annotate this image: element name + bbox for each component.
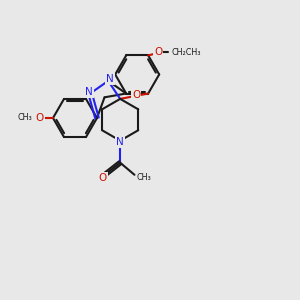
Text: O: O	[36, 113, 44, 123]
Text: CH₃: CH₃	[136, 173, 151, 182]
Text: N: N	[85, 86, 93, 97]
Text: N: N	[106, 74, 114, 84]
Text: N: N	[116, 137, 124, 147]
Text: CH₂CH₃: CH₂CH₃	[171, 48, 201, 57]
Text: CH₃: CH₃	[17, 113, 32, 122]
Text: O: O	[132, 90, 140, 100]
Text: O: O	[154, 47, 162, 57]
Text: O: O	[99, 173, 107, 183]
